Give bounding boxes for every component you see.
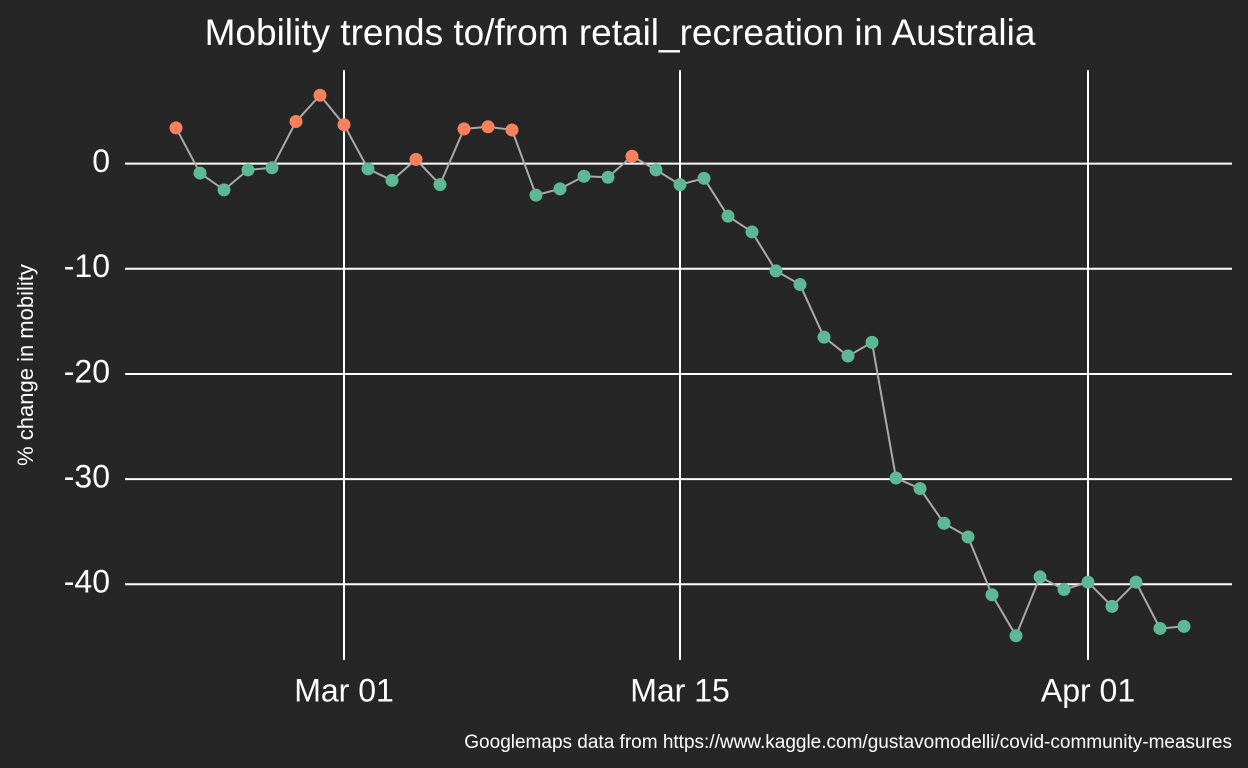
point xyxy=(1033,570,1047,584)
point xyxy=(601,170,615,184)
point xyxy=(1177,619,1191,633)
point xyxy=(433,178,447,192)
point xyxy=(337,118,351,132)
point xyxy=(1153,621,1167,635)
point xyxy=(697,171,711,185)
y-tick-label: 0 xyxy=(92,143,110,179)
point xyxy=(769,264,783,278)
point xyxy=(841,349,855,363)
caption: Googlemaps data from https://www.kaggle.… xyxy=(464,732,1232,753)
point xyxy=(937,516,951,530)
point xyxy=(385,173,399,187)
point xyxy=(577,169,591,183)
point xyxy=(745,225,759,239)
point xyxy=(913,482,927,496)
y-tick-label: -20 xyxy=(64,353,110,389)
point xyxy=(649,163,663,177)
point xyxy=(505,123,519,137)
point xyxy=(1009,629,1023,643)
point xyxy=(625,149,639,163)
x-tick-label: Mar 15 xyxy=(630,672,730,708)
point xyxy=(265,161,279,175)
point xyxy=(889,471,903,485)
point xyxy=(1129,575,1143,589)
point xyxy=(481,120,495,134)
point xyxy=(961,530,975,544)
point xyxy=(241,163,255,177)
point xyxy=(217,183,231,197)
point xyxy=(289,115,303,129)
point xyxy=(553,182,567,196)
y-tick-label: -30 xyxy=(64,459,110,495)
point xyxy=(529,188,543,202)
point xyxy=(817,330,831,344)
y-axis-label: % change in mobility xyxy=(13,264,38,466)
point xyxy=(361,162,375,176)
point xyxy=(1081,575,1095,589)
point xyxy=(865,335,879,349)
y-tick-label: -10 xyxy=(64,248,110,284)
y-tick-label: -40 xyxy=(64,564,110,600)
x-tick-label: Mar 01 xyxy=(294,672,394,708)
point xyxy=(409,152,423,166)
point xyxy=(985,588,999,602)
point xyxy=(193,166,207,180)
point xyxy=(313,88,327,102)
point xyxy=(1105,599,1119,613)
point xyxy=(793,278,807,292)
point xyxy=(1057,583,1071,597)
point xyxy=(721,209,735,223)
point xyxy=(673,178,687,192)
chart-title: Mobility trends to/from retail_recreatio… xyxy=(205,12,1036,53)
point xyxy=(457,122,471,136)
point xyxy=(169,121,183,135)
x-tick-label: Apr 01 xyxy=(1041,672,1135,708)
